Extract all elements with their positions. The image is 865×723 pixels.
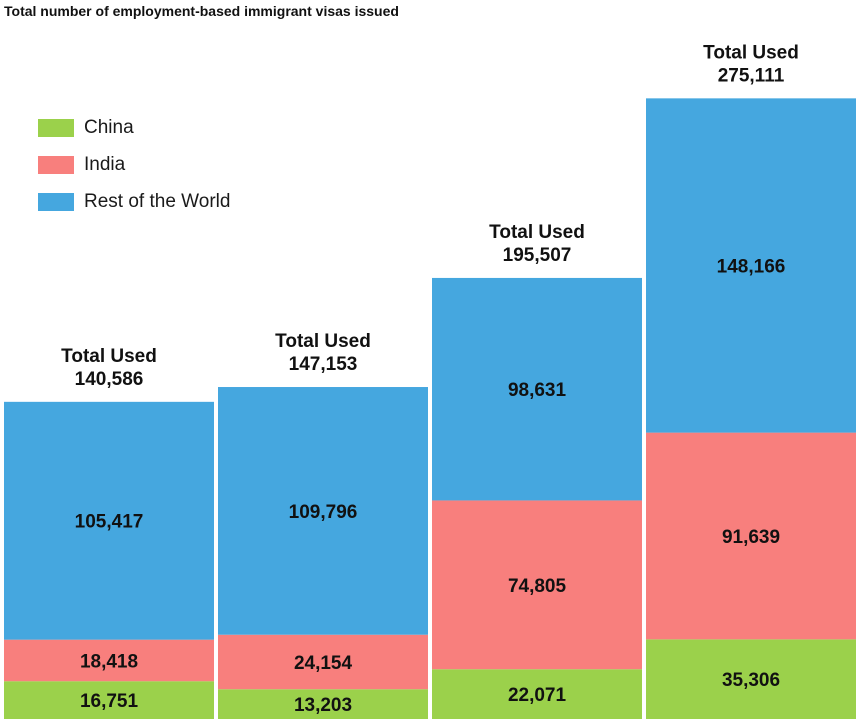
total-used-label: Total Used	[275, 331, 371, 352]
bar-segment-china	[218, 689, 428, 719]
total-value-label: 275,111	[718, 65, 785, 86]
data-label-rest-of-world: 105,417	[75, 512, 144, 533]
bar-segment-rest-of-world	[646, 98, 856, 433]
legend-label-rest-of-world: Rest of the World	[84, 191, 231, 212]
data-label-rest-of-world: 109,796	[289, 502, 358, 523]
total-used-label: Total Used	[489, 222, 585, 243]
bar-segment-india	[646, 432, 856, 640]
data-label-china: 22,071	[508, 685, 567, 706]
bar-segment-india	[4, 639, 214, 682]
data-label-china: 35,306	[722, 670, 780, 691]
data-label-india: 91,639	[722, 527, 780, 548]
bar-segment-india	[218, 634, 428, 690]
legend-label-china: China	[84, 117, 134, 138]
data-label-china: 13,203	[294, 695, 352, 716]
bar-segment-china	[4, 681, 214, 719]
total-value-label: 195,507	[503, 245, 572, 266]
data-label-china: 16,751	[80, 691, 139, 712]
total-value-label: 140,586	[75, 369, 144, 390]
legend-swatch-china	[38, 119, 74, 137]
bar-segment-rest-of-world	[4, 401, 214, 640]
data-label-india: 18,418	[80, 651, 138, 672]
bar-segment-china	[646, 639, 856, 719]
legend-label-india: India	[84, 154, 126, 175]
legend-swatch-rest-of-world	[38, 193, 74, 211]
bar-segment-china	[432, 669, 642, 719]
total-used-label: Total Used	[703, 42, 799, 63]
bar-segment-rest-of-world	[218, 387, 428, 635]
legend-swatch-india	[38, 156, 74, 174]
data-label-rest-of-world: 148,166	[717, 256, 786, 277]
bar-segment-india	[432, 500, 642, 670]
total-value-label: 147,153	[289, 354, 358, 375]
data-label-india: 24,154	[294, 653, 353, 674]
total-used-label: Total Used	[61, 346, 157, 367]
chart-title: Total number of employment-based immigra…	[4, 3, 399, 19]
bar-segment-rest-of-world	[432, 277, 642, 501]
data-label-india: 74,805	[508, 576, 567, 597]
data-label-rest-of-world: 98,631	[508, 380, 567, 401]
